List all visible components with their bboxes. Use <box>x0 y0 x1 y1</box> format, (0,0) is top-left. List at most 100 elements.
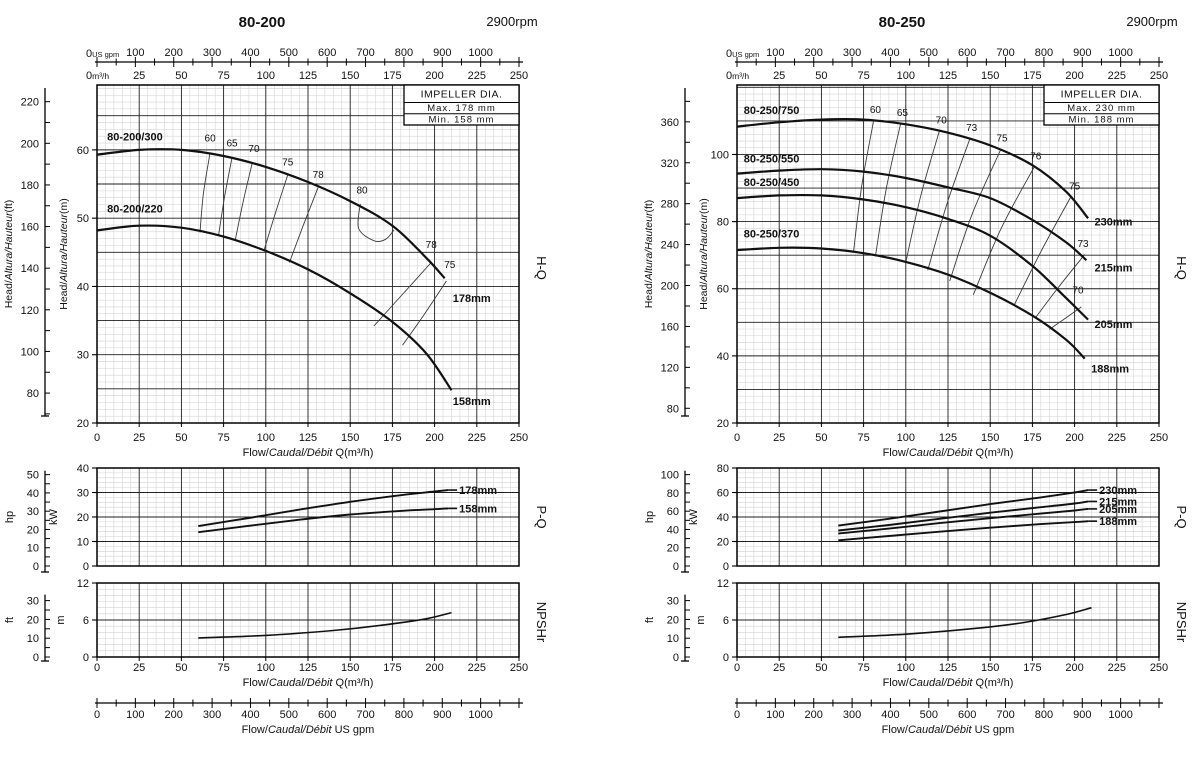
impeller-size-label: 178mm <box>453 293 491 305</box>
head-m-axis-title: Head/Altura/Hauteur(m) <box>58 198 70 309</box>
flow-tick-label: 75 <box>857 662 869 674</box>
efficiency-contour <box>357 203 395 242</box>
flow-tick-label: 200 <box>1065 662 1083 674</box>
gpm-tick-label: 900 <box>433 47 451 59</box>
pq-curve-188mm <box>838 520 1089 542</box>
gpm-tick-label: 500 <box>280 47 298 59</box>
m3h-tick-label: 100 <box>257 70 275 82</box>
impeller-box-max: Max. 178 mm <box>427 103 496 114</box>
npshr-curve <box>198 611 452 639</box>
kw-tick-label: 0 <box>83 561 89 573</box>
flow-tick-label: 200 <box>1065 432 1083 444</box>
head-m-tick-label: 20 <box>717 418 729 430</box>
gpm-tick-label: 700 <box>996 47 1014 59</box>
flow-tick-label: 150 <box>341 432 359 444</box>
gpm-tick-label: 100 <box>766 709 784 721</box>
pq-curve-178mm <box>198 489 449 528</box>
npshr-curve <box>838 606 1092 639</box>
hp-tick-label: 50 <box>27 470 39 482</box>
impeller-size-label: 178mm <box>459 485 497 497</box>
impeller-size-label: 158mm <box>459 503 497 515</box>
flow-tick-label: 175 <box>383 432 401 444</box>
npsh-ft-tick-label: 0 <box>33 652 39 664</box>
efficiency-label: 75 <box>282 158 294 169</box>
efficiency-contour <box>263 174 289 251</box>
head-ft-tick-label: 120 <box>21 305 39 317</box>
hq-curve-158mm <box>96 224 453 391</box>
kw-axis-title: kW <box>48 508 60 525</box>
npsh-ft-tick-label: 10 <box>27 633 39 645</box>
efficiency-label: 70 <box>248 144 260 155</box>
head-m-tick-label: 50 <box>77 213 89 225</box>
flow-axis-title: Flow/Caudal/Débit Q(m³/h) <box>243 677 374 689</box>
flow-tick-label: 250 <box>510 432 528 444</box>
impeller-box-min: Min. 158 mm <box>429 115 495 126</box>
flow-tick-label: 150 <box>981 432 999 444</box>
m3h-tick-label: 250 <box>510 70 528 82</box>
pq-curve-215mm <box>838 500 1089 532</box>
gpm-tick-label: 800 <box>395 709 413 721</box>
gpm-tick-label: 300 <box>843 47 861 59</box>
head-m-tick-label: 60 <box>717 284 729 296</box>
pq-hp-axis: 0 20 40 60 80 100 <box>661 470 690 573</box>
efficiency-contour <box>234 162 253 240</box>
kw-tick-label: 80 <box>717 463 729 475</box>
curve-name-label: 80-250/370 <box>744 229 800 241</box>
head-ft-tick-label: 200 <box>21 138 39 150</box>
m3h-tick-label: 200 <box>1065 70 1083 82</box>
rpm-label: 2900rpm <box>486 14 537 29</box>
npsh-ft-tick-label: 20 <box>27 614 39 626</box>
head-ft-tick-label: 120 <box>661 362 679 374</box>
pq-side-label: P-Q <box>1174 505 1189 528</box>
m3h-tick-label: 150 <box>981 70 999 82</box>
impeller-size-label: 205mm <box>1094 319 1132 331</box>
pq-side-label: P-Q <box>534 505 549 528</box>
gpm-tick-label: 300 <box>203 709 221 721</box>
chart-title: 80-250 <box>879 14 926 31</box>
gpm-tick-label: 900 <box>1073 47 1091 59</box>
efficiency-label: 65 <box>897 108 909 119</box>
head-ft-tick-label: 80 <box>27 388 39 400</box>
npsh-ft-axis-title: ft <box>4 617 16 623</box>
efficiency-contour <box>1035 254 1086 318</box>
m3h-tick-label: 175 <box>1023 70 1041 82</box>
hp-tick-label: 40 <box>667 524 679 536</box>
flow-tick-label: 200 <box>425 662 443 674</box>
flow-tick-label: 0 <box>94 662 100 674</box>
gpm-tick-label: 600 <box>318 709 336 721</box>
gpm-tick-label: 400 <box>241 709 259 721</box>
head-m-tick-label: 30 <box>77 350 89 362</box>
efficiency-contour <box>199 152 211 233</box>
m3h-zero-label: 0m³/h <box>86 70 109 82</box>
hq-x-axis-labels: 0 25 50 75 100 125 150 175 200 225 250 Flow/Caudal/… <box>734 423 1168 459</box>
npsh-m-tick-label: 12 <box>77 578 89 590</box>
flow-tick-label: 225 <box>1108 662 1126 674</box>
efficiency-label: 60 <box>205 134 217 145</box>
hp-tick-label: 0 <box>673 561 679 573</box>
hq-curve-230mm <box>736 118 1089 219</box>
gpm-tick-label: 200 <box>805 47 823 59</box>
gpm-tick-label: 300 <box>203 47 221 59</box>
kw-axis-title: kW <box>688 508 700 525</box>
hq-curve-188mm <box>736 246 1086 360</box>
npsh-m-tick-label: 6 <box>723 615 729 627</box>
head-ft-tick-label: 80 <box>667 403 679 415</box>
efficiency-label: 75 <box>1069 182 1081 193</box>
efficiency-contour <box>949 150 1001 282</box>
m3h-tick-label: 100 <box>897 70 915 82</box>
pq-panel: 0 20 40 60 80 0 20 40 60 80 100 hp kW 230mm215mm205mm… <box>644 463 1189 573</box>
npshr-x-axis-labels: 0 25 50 75 100 125 150 175 200 225 250 Flow/Caudal/… <box>94 657 528 689</box>
head-m-tick-label: 40 <box>77 281 89 293</box>
m3h-tick-label: 175 <box>383 70 401 82</box>
kw-tick-label: 20 <box>717 537 729 549</box>
bottom-gpm-axis: 0 100 200 300 400 500 600 700 800 900 1000 Flow/Cau… <box>734 698 1163 736</box>
flow-tick-label: 125 <box>939 662 957 674</box>
flow-tick-label: 200 <box>425 432 443 444</box>
flow-axis-title: Flow/Caudal/Débit Q(m³/h) <box>883 677 1014 689</box>
gpm-axis-title: Flow/Caudal/Débit US gpm <box>242 724 375 736</box>
hq-panel: 20 40 60 80 100 80 120 160 200 240 280 320 360 Head/A… <box>643 84 1189 430</box>
head-m-tick-label: 100 <box>711 149 729 161</box>
flow-tick-label: 250 <box>1150 662 1168 674</box>
head-ft-tick-label: 200 <box>661 281 679 293</box>
